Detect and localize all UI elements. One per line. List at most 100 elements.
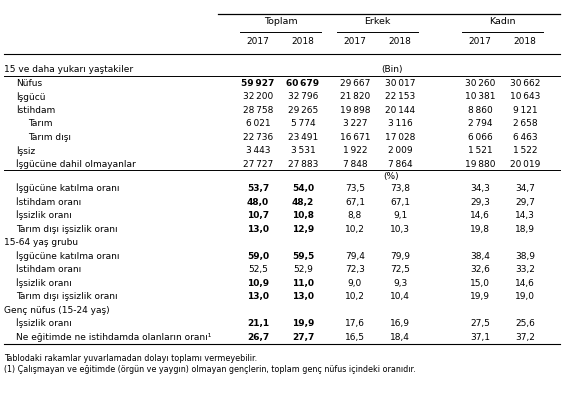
Text: (1) Çalışmayan ve eğitimde (örgün ve yaygın) olmayan gençlerin, toplam genç nüfu: (1) Çalışmayan ve eğitimde (örgün ve yay… [4,365,416,374]
Text: 59 927: 59 927 [241,79,274,88]
Text: 2018: 2018 [291,37,314,46]
Text: 19 898: 19 898 [340,106,370,115]
Text: 67,1: 67,1 [345,197,365,207]
Text: 16,5: 16,5 [345,332,365,342]
Text: 67,1: 67,1 [390,197,410,207]
Text: Kadın: Kadın [489,17,516,27]
Text: 9,0: 9,0 [348,278,362,288]
Text: 27 727: 27 727 [243,160,273,169]
Text: 28 758: 28 758 [243,106,273,115]
Text: 52,9: 52,9 [293,265,313,274]
Text: İstihdam: İstihdam [16,106,55,115]
Text: 37,1: 37,1 [470,332,490,342]
Text: 10,9: 10,9 [247,278,269,288]
Text: 18,4: 18,4 [390,332,410,342]
Text: Toplam: Toplam [264,17,297,27]
Text: Genç nüfus (15-24 yaş): Genç nüfus (15-24 yaş) [4,305,110,315]
Text: 19 880: 19 880 [465,160,495,169]
Text: İşsiz: İşsiz [16,146,35,156]
Text: Tarım: Tarım [28,119,53,128]
Text: 30 662: 30 662 [510,79,540,88]
Text: 17 028: 17 028 [385,133,415,142]
Text: 33,2: 33,2 [515,265,535,274]
Text: 7 864: 7 864 [388,160,412,169]
Text: İşgücüne katılma oranı: İşgücüne katılma oranı [16,251,120,261]
Text: 6 066: 6 066 [468,133,492,142]
Text: İşgücüne katılma oranı: İşgücüne katılma oranı [16,184,120,193]
Text: 19,8: 19,8 [470,224,490,234]
Text: 9,1: 9,1 [393,211,407,220]
Text: İşsizlik oranı: İşsizlik oranı [16,278,72,288]
Text: 9,3: 9,3 [393,278,407,288]
Text: 21 820: 21 820 [340,92,370,101]
Text: 48,2: 48,2 [292,197,314,207]
Text: 32,6: 32,6 [470,265,490,274]
Text: 29 265: 29 265 [288,106,318,115]
Text: 34,3: 34,3 [470,184,490,193]
Text: 2 658: 2 658 [513,119,537,128]
Text: 3 443: 3 443 [246,146,270,155]
Text: İşsizlik oranı: İşsizlik oranı [16,211,72,220]
Text: 1 521: 1 521 [468,146,492,155]
Text: 9 121: 9 121 [513,106,537,115]
Text: 59,0: 59,0 [247,251,269,261]
Text: 10,8: 10,8 [292,211,314,220]
Text: 22 153: 22 153 [385,92,415,101]
Text: 13,0: 13,0 [292,292,314,301]
Text: 10 381: 10 381 [465,92,495,101]
Text: 79,9: 79,9 [390,251,410,261]
Text: 1 922: 1 922 [343,146,367,155]
Text: İşgücüne dahil olmayanlar: İşgücüne dahil olmayanlar [16,159,135,169]
Text: Tarım dışı işsizlik oranı: Tarım dışı işsizlik oranı [16,224,117,234]
Text: 10,2: 10,2 [345,224,365,234]
Text: (Bin): (Bin) [381,65,402,74]
Text: 23 491: 23 491 [288,133,318,142]
Text: 19,0: 19,0 [515,292,535,301]
Text: 16 671: 16 671 [340,133,370,142]
Text: 2017: 2017 [246,37,269,46]
Text: 8,8: 8,8 [348,211,362,220]
Text: 10,7: 10,7 [247,211,269,220]
Text: 14,6: 14,6 [470,211,490,220]
Text: 29 667: 29 667 [340,79,370,88]
Text: 73,5: 73,5 [345,184,365,193]
Text: 2 009: 2 009 [388,146,412,155]
Text: 12,9: 12,9 [292,224,314,234]
Text: 22 736: 22 736 [243,133,273,142]
Text: 54,0: 54,0 [292,184,314,193]
Text: 10,4: 10,4 [390,292,410,301]
Text: 17,6: 17,6 [345,319,365,328]
Text: 15-64 yaş grubu: 15-64 yaş grubu [4,238,78,247]
Text: 10,3: 10,3 [390,224,410,234]
Text: 59,5: 59,5 [292,251,314,261]
Text: 11,0: 11,0 [292,278,314,288]
Text: 18,9: 18,9 [515,224,535,234]
Text: Tarım dışı: Tarım dışı [28,133,71,142]
Text: (%): (%) [384,172,399,181]
Text: 52,5: 52,5 [248,265,268,274]
Text: 30 260: 30 260 [465,79,495,88]
Text: 2017: 2017 [468,37,492,46]
Text: 10,2: 10,2 [345,292,365,301]
Text: 8 860: 8 860 [468,106,492,115]
Text: 25,6: 25,6 [515,319,535,328]
Text: 2018: 2018 [388,37,412,46]
Text: 19,9: 19,9 [470,292,490,301]
Text: 15 ve daha yukarı yaştakiler: 15 ve daha yukarı yaştakiler [4,65,133,74]
Text: 27 883: 27 883 [288,160,318,169]
Text: 13,0: 13,0 [247,292,269,301]
Text: 20 144: 20 144 [385,106,415,115]
Text: İşgücü: İşgücü [16,92,46,102]
Text: 32 796: 32 796 [288,92,318,101]
Text: 10 643: 10 643 [510,92,540,101]
Text: 21,1: 21,1 [247,319,269,328]
Text: 14,6: 14,6 [515,278,535,288]
Text: İstihdam oranı: İstihdam oranı [16,265,81,274]
Text: 1 522: 1 522 [513,146,537,155]
Text: 3 227: 3 227 [343,119,367,128]
Text: 16,9: 16,9 [390,319,410,328]
Text: 72,5: 72,5 [390,265,410,274]
Text: 37,2: 37,2 [515,332,535,342]
Text: 29,7: 29,7 [515,197,535,207]
Text: İstihdam oranı: İstihdam oranı [16,197,81,207]
